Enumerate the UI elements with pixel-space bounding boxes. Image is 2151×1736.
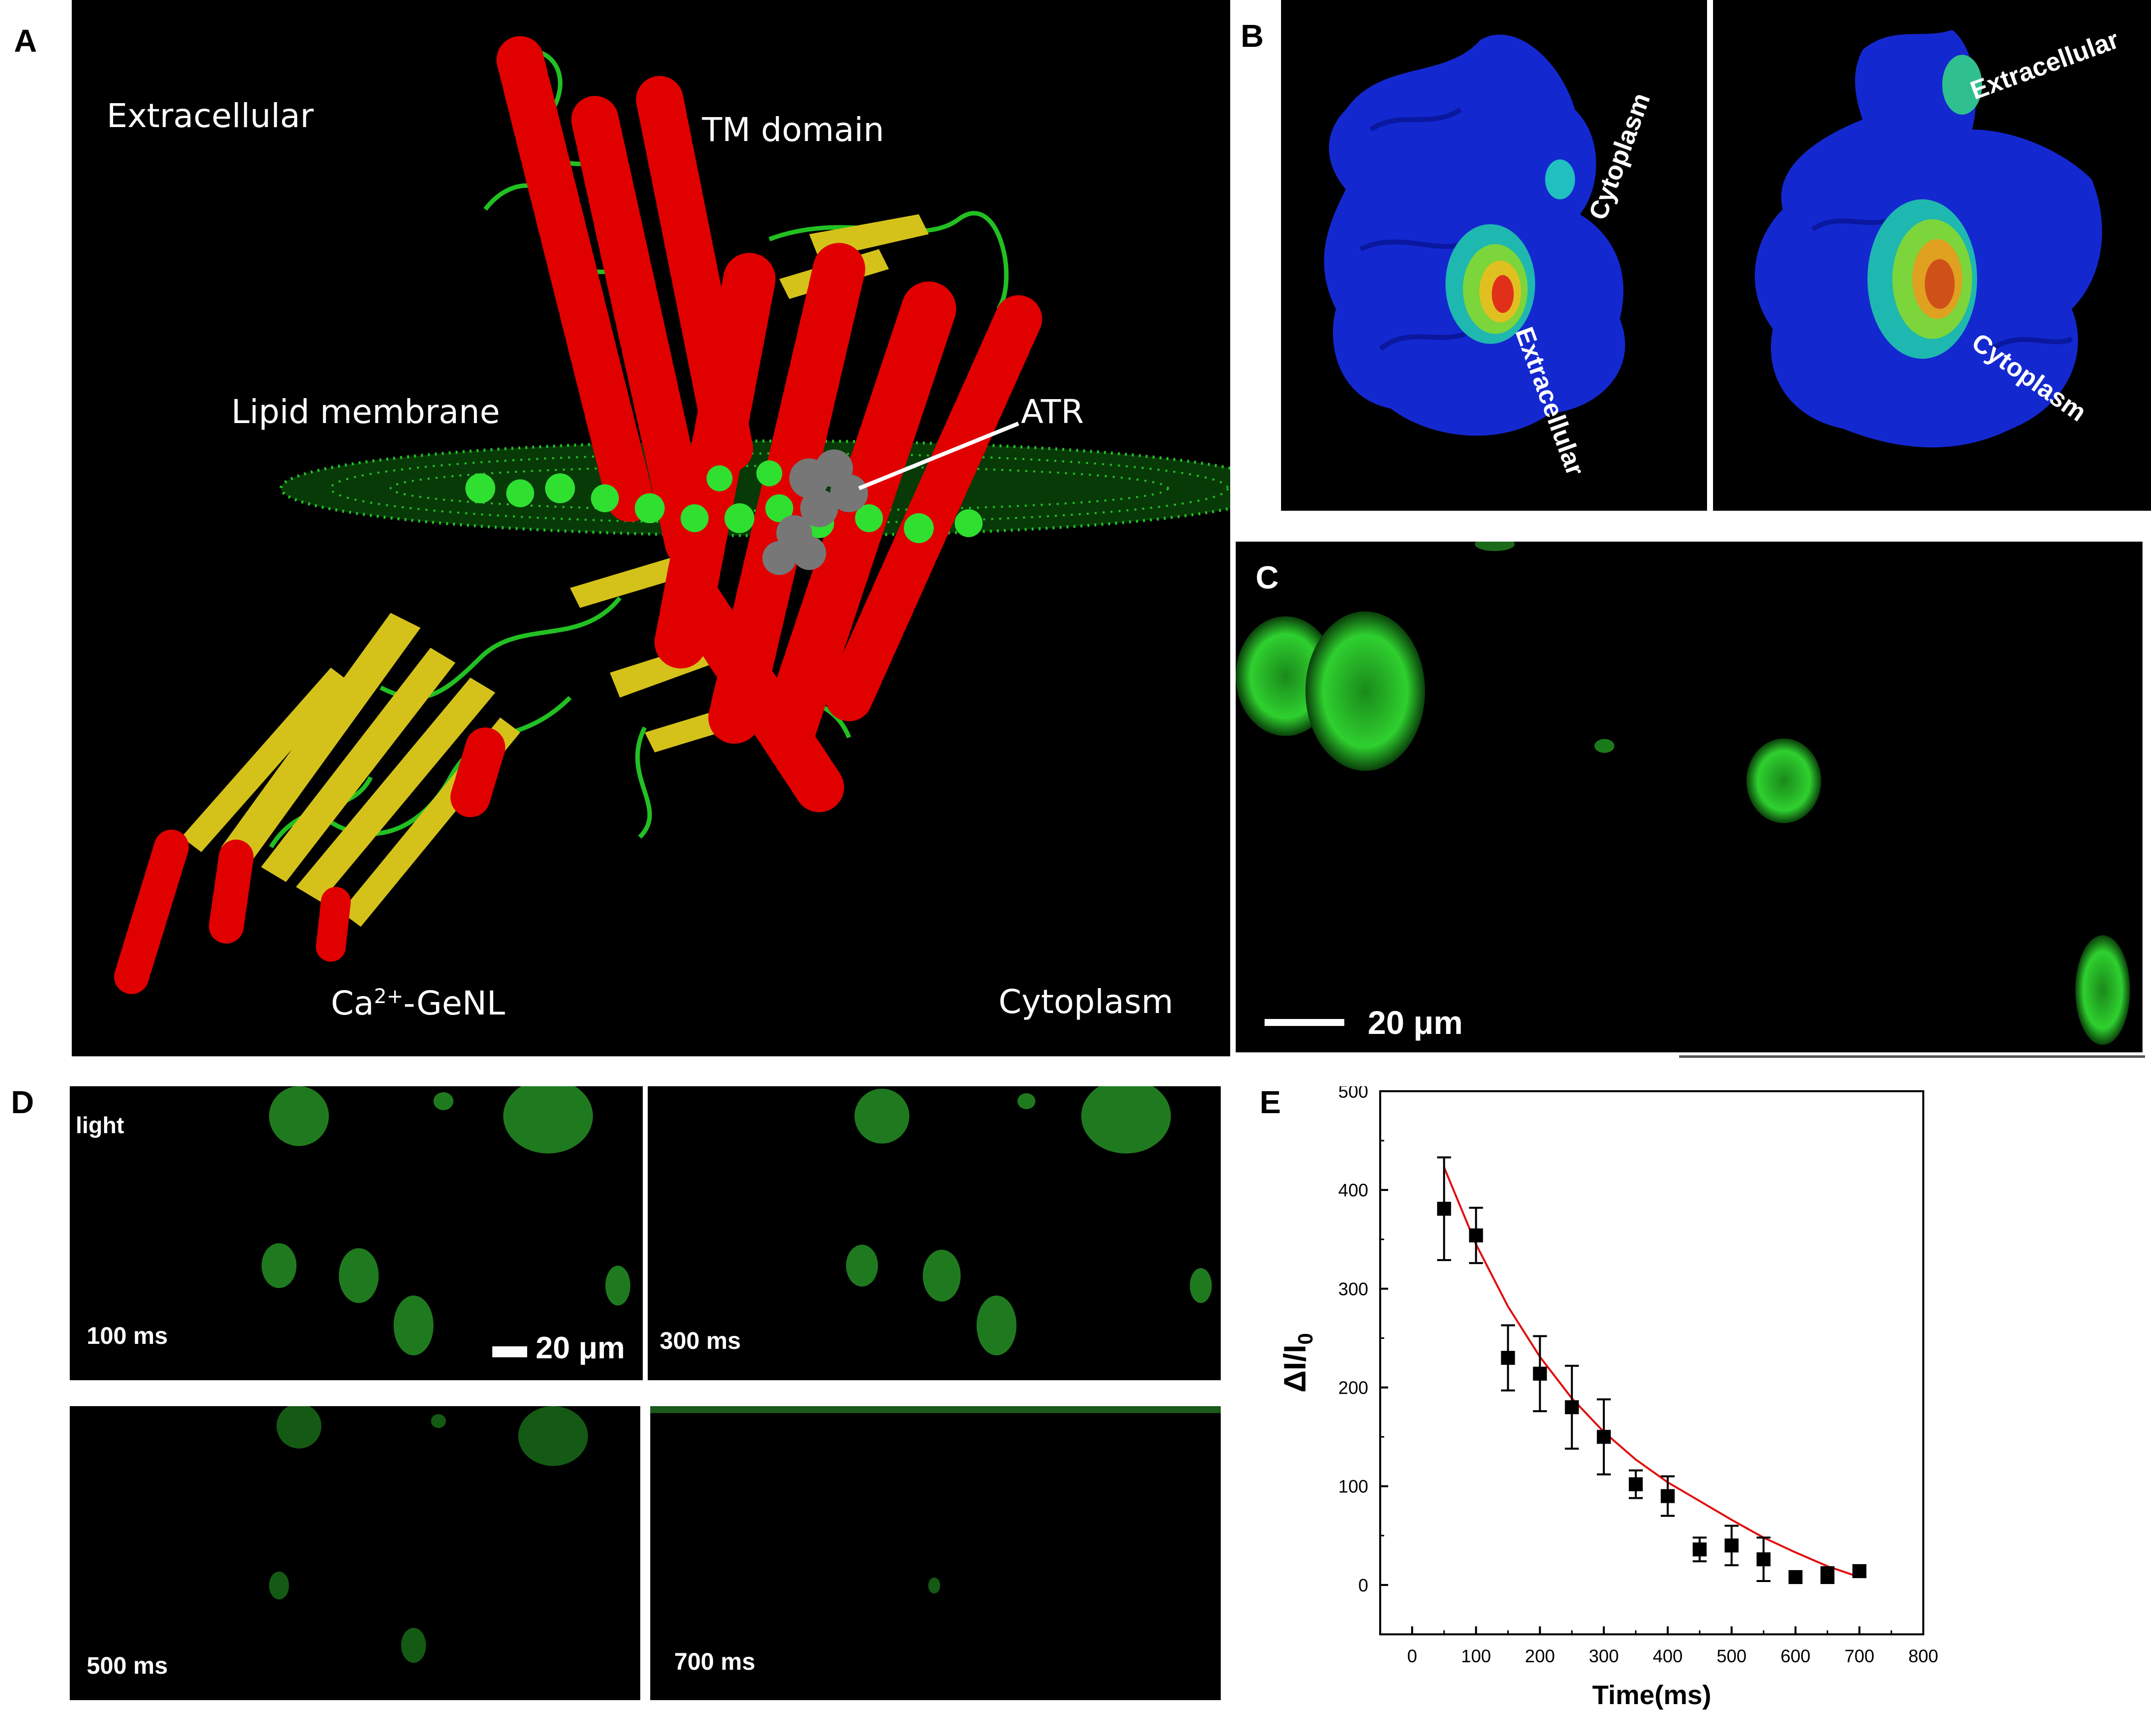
time-label-500ms: 500 ms	[87, 1653, 168, 1679]
data-point	[1437, 1201, 1451, 1216]
x-tick-label: 300	[1589, 1646, 1619, 1666]
panel-d-frame-700ms: 700 ms	[650, 1406, 1221, 1700]
label-lipid-membrane: Lipid membrane	[231, 393, 500, 431]
data-point	[1596, 1430, 1611, 1444]
y-axis-title: ΔI/I0	[1278, 1333, 1317, 1393]
data-point	[1661, 1489, 1675, 1503]
label-light: light	[76, 1112, 125, 1138]
protein-surface-right	[1754, 30, 2102, 447]
micrograph-700ms	[650, 1406, 1221, 1593]
protein-surface-left	[1324, 34, 1625, 436]
panel-b-label: B	[1241, 18, 1264, 54]
data-point	[1788, 1570, 1803, 1585]
micrograph-500ms	[269, 1406, 588, 1663]
panel-c-image: C 20 μm	[1236, 542, 2143, 1052]
fluorescence-micrograph-c	[1236, 542, 2130, 1045]
panel-a-label: A	[14, 23, 37, 59]
scale-label-d: 20 μm	[536, 1331, 625, 1365]
micrograph-300ms	[846, 1086, 1212, 1355]
panel-b-right-image: Extracellular Cytoplasm	[1713, 0, 2151, 511]
data-point	[1693, 1542, 1707, 1557]
time-label-700ms: 700 ms	[674, 1649, 755, 1675]
scale-bar-d	[492, 1346, 527, 1357]
data-point	[1469, 1228, 1483, 1243]
label-extracellular-a: Extracellular	[107, 97, 314, 135]
x-axis-title: Time(ms)	[1592, 1680, 1711, 1710]
decay-chart: 0 100 200 300 400 500 600 700 800 0 100 200 300 400 50…	[1278, 1086, 1938, 1710]
ca-prefix: Ca	[331, 984, 374, 1022]
data-point	[1724, 1538, 1739, 1553]
x-tick-label: 600	[1780, 1646, 1810, 1666]
x-tick-label: 400	[1653, 1646, 1683, 1666]
protein-structure-illustration	[114, 36, 1230, 994]
panel-a-structure-image: Extracellular TM domain Lipid membrane A…	[72, 0, 1230, 1056]
fit-curve	[1443, 1166, 1860, 1578]
y-axis-title-sub: 0	[1293, 1333, 1317, 1344]
y-axis-title-main: ΔI/I	[1278, 1345, 1312, 1393]
panel-d-frame-500ms: 500 ms	[70, 1406, 640, 1700]
label-tm-domain: TM domain	[702, 111, 884, 149]
y-tick-label: 200	[1338, 1378, 1368, 1398]
ca-suffix: -GeNL	[403, 984, 505, 1022]
x-tick-label: 100	[1461, 1646, 1491, 1666]
data-point	[1852, 1564, 1866, 1579]
panel-c-label: C	[1256, 560, 1279, 595]
x-tick-label: 700	[1845, 1646, 1874, 1666]
scale-label-c: 20 μm	[1368, 1004, 1463, 1041]
panel-d-label: D	[11, 1084, 34, 1120]
panel-b-left-image: Cytoplasm Extracellular	[1281, 0, 1707, 511]
panel-d-frame-300ms: 300 ms	[648, 1086, 1221, 1380]
x-tick-label: 200	[1525, 1646, 1555, 1666]
y-tick-label: 100	[1338, 1476, 1368, 1497]
data-point	[1565, 1400, 1579, 1415]
panel-c-underline	[1679, 1055, 2145, 1058]
data-point	[1628, 1477, 1643, 1491]
label-cytoplasm-a: Cytoplasm	[999, 983, 1173, 1021]
y-tick-label: 500	[1338, 1086, 1368, 1102]
x-tick-label: 500	[1717, 1646, 1746, 1666]
panel-e-label: E	[1260, 1084, 1281, 1120]
data-point	[1501, 1351, 1515, 1365]
data-point	[1820, 1568, 1835, 1583]
label-atr: ATR	[1021, 393, 1084, 431]
data-point	[1756, 1552, 1771, 1567]
micrograph-100ms	[262, 1086, 630, 1355]
y-tick-label: 300	[1338, 1279, 1368, 1299]
y-tick-label: 0	[1358, 1575, 1368, 1595]
y-tick-label: 400	[1338, 1180, 1368, 1200]
scale-bar-c	[1265, 1019, 1344, 1026]
time-label-100ms: 100 ms	[87, 1323, 168, 1349]
data-point	[1533, 1366, 1547, 1381]
x-tick-label: 800	[1908, 1646, 1938, 1666]
plot-frame	[1379, 1090, 1924, 1635]
panel-d-frame-100ms: light 100 ms 20 μm	[70, 1086, 643, 1380]
label-ca-genl: Ca2+-GeNL	[331, 987, 505, 1020]
time-label-300ms: 300 ms	[660, 1328, 741, 1354]
ca-superscript: 2+	[374, 985, 404, 1008]
x-tick-label: 0	[1407, 1646, 1417, 1666]
